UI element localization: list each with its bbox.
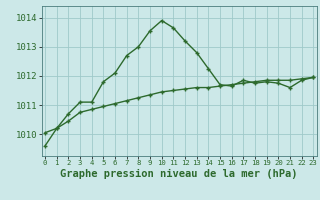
X-axis label: Graphe pression niveau de la mer (hPa): Graphe pression niveau de la mer (hPa): [60, 169, 298, 179]
